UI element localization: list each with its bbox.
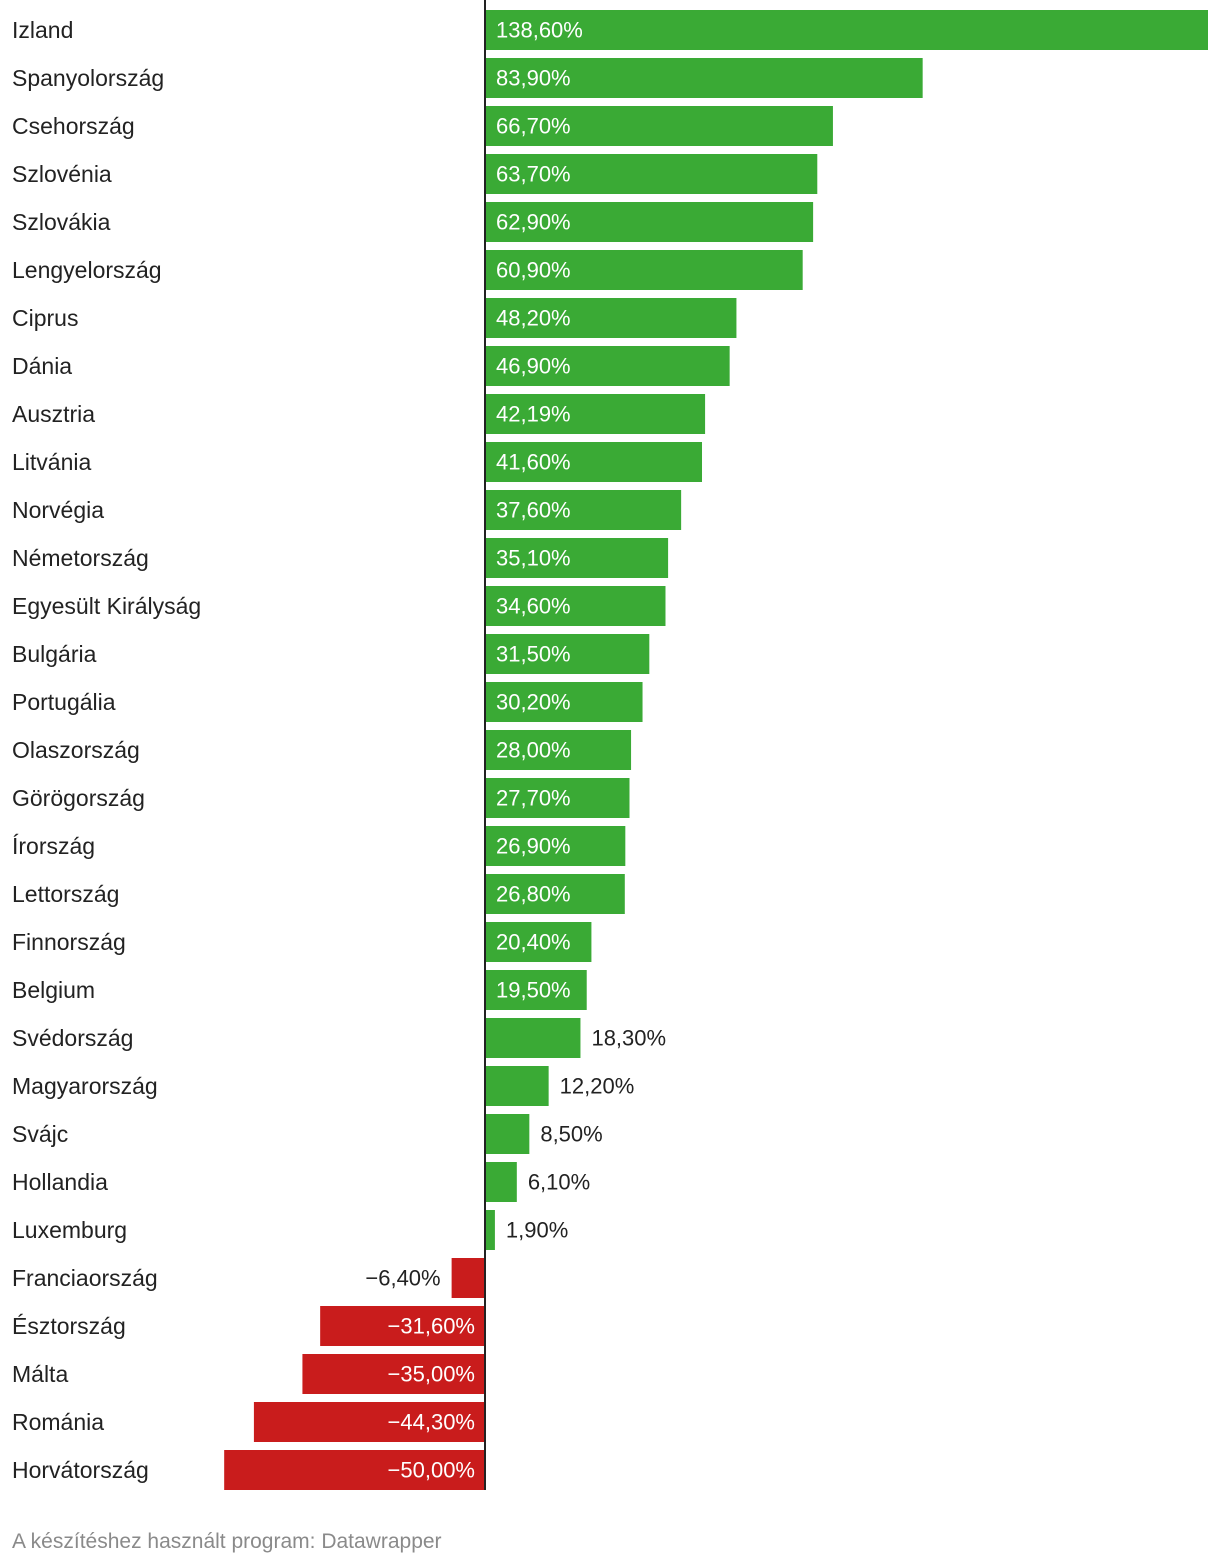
value-label: 34,60%	[496, 594, 571, 619]
value-label: 8,50%	[540, 1122, 602, 1147]
bar	[485, 1114, 530, 1154]
value-label: 26,80%	[496, 882, 571, 907]
category-label: Izland	[12, 17, 73, 43]
value-label: 83,90%	[496, 66, 571, 91]
category-label: Lettország	[12, 881, 119, 907]
bar	[485, 874, 625, 914]
category-label: Ciprus	[12, 305, 78, 331]
bar	[485, 346, 730, 386]
value-label: 12,20%	[560, 1074, 635, 1099]
category-label: Egyesült Királyság	[12, 593, 201, 619]
bar	[485, 442, 703, 482]
bar	[485, 10, 1208, 50]
value-label: −31,60%	[388, 1314, 475, 1339]
category-label: Észtország	[12, 1313, 126, 1339]
category-label: Magyarország	[12, 1073, 158, 1099]
value-label: 26,90%	[496, 834, 571, 859]
bar	[253, 1402, 485, 1442]
bar	[485, 106, 833, 146]
bar	[485, 634, 650, 674]
value-label: 6,10%	[528, 1170, 590, 1195]
value-label: 27,70%	[496, 786, 571, 811]
value-label: −50,00%	[388, 1458, 475, 1483]
value-label: 35,10%	[496, 546, 571, 571]
bar	[485, 922, 592, 962]
bar	[485, 586, 666, 626]
category-label: Németország	[12, 545, 149, 571]
bar	[320, 1306, 485, 1346]
bar	[485, 682, 643, 722]
bar	[485, 250, 803, 290]
bar	[485, 778, 630, 818]
bar	[485, 1066, 549, 1106]
bar-chart-svg: Izland 138,60% Spanyolország 83,90% Csehorsz…	[12, 0, 1208, 1490]
value-label: 66,70%	[496, 114, 571, 139]
bar	[485, 394, 706, 434]
category-label: Horvátország	[12, 1457, 149, 1483]
category-label: Luxemburg	[12, 1217, 127, 1243]
value-label: 18,30%	[591, 1026, 666, 1051]
bar	[451, 1258, 485, 1298]
credit-footer: A készítéshez használt program: Datawrap…	[12, 1530, 442, 1553]
value-label: 31,50%	[496, 642, 571, 667]
value-label: 19,50%	[496, 978, 571, 1003]
category-label: Szlovákia	[12, 209, 111, 235]
value-label: −6,40%	[365, 1266, 440, 1291]
bar	[485, 58, 923, 98]
category-label: Csehország	[12, 113, 135, 139]
category-label: Szlovénia	[12, 161, 112, 187]
category-label: Görögország	[12, 785, 145, 811]
category-label: Bulgária	[12, 641, 97, 667]
bar	[302, 1354, 485, 1394]
category-label: Portugália	[12, 689, 116, 715]
value-label: 48,20%	[496, 306, 571, 331]
value-label: 28,00%	[496, 738, 571, 763]
bar	[485, 970, 587, 1010]
value-label: 62,90%	[496, 210, 571, 235]
bar	[485, 730, 632, 770]
bar	[485, 826, 626, 866]
value-label: 138,60%	[496, 18, 583, 43]
category-label: Finnország	[12, 929, 126, 955]
category-label: Norvégia	[12, 497, 104, 523]
value-label: 37,60%	[496, 498, 571, 523]
bar	[485, 154, 818, 194]
category-label: Ausztria	[12, 401, 95, 427]
value-label: −44,30%	[388, 1410, 475, 1435]
category-label: Spanyolország	[12, 65, 164, 91]
bar	[224, 1450, 485, 1490]
category-label: Hollandia	[12, 1169, 108, 1195]
bar	[485, 1162, 517, 1202]
value-label: 20,40%	[496, 930, 571, 955]
bar-chart: Izland 138,60% Spanyolország 83,90% Csehorsz…	[12, 0, 1208, 1490]
value-label: 42,19%	[496, 402, 571, 427]
value-label: 60,90%	[496, 258, 571, 283]
category-label: Svédország	[12, 1025, 133, 1051]
value-label: 46,90%	[496, 354, 571, 379]
category-label: Románia	[12, 1409, 104, 1435]
value-label: 1,90%	[506, 1218, 568, 1243]
category-label: Belgium	[12, 977, 95, 1003]
value-label: −35,00%	[388, 1362, 475, 1387]
category-label: Írország	[12, 833, 95, 859]
category-label: Litvánia	[12, 449, 91, 475]
bar	[485, 490, 682, 530]
category-label: Málta	[12, 1361, 68, 1387]
category-label: Dánia	[12, 353, 72, 379]
category-label: Lengyelország	[12, 257, 162, 283]
bar	[485, 298, 737, 338]
category-label: Olaszország	[12, 737, 140, 763]
bar	[485, 202, 814, 242]
value-label: 30,20%	[496, 690, 571, 715]
category-label: Svájc	[12, 1121, 68, 1147]
category-label: Franciaország	[12, 1265, 158, 1291]
value-label: 63,70%	[496, 162, 571, 187]
value-label: 41,60%	[496, 450, 571, 475]
bar	[485, 538, 669, 578]
bar	[485, 1018, 581, 1058]
bar	[485, 1210, 495, 1250]
